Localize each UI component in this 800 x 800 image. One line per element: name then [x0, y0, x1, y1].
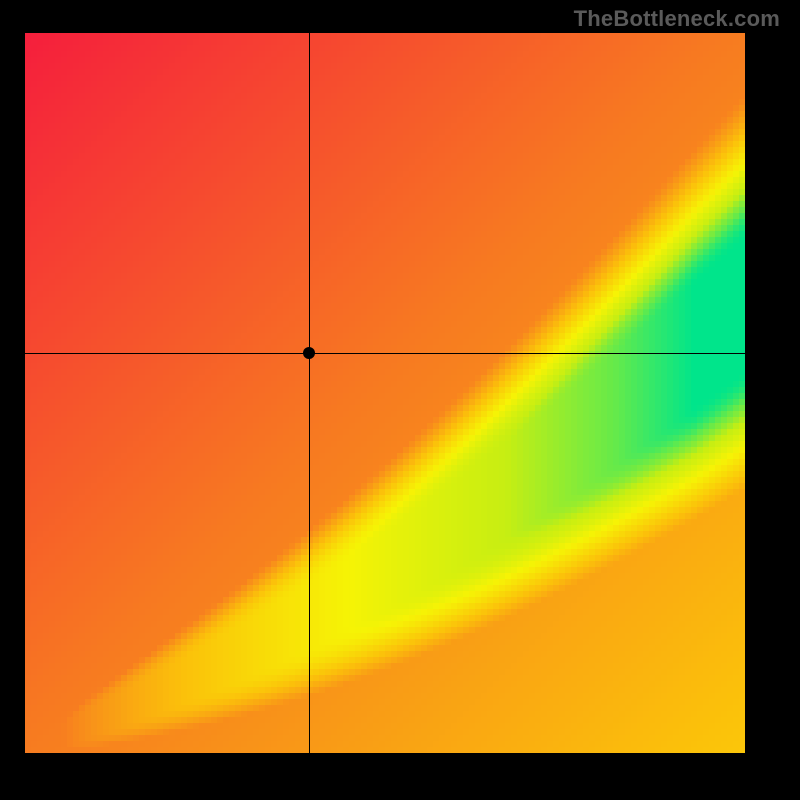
heatmap-canvas — [25, 33, 745, 753]
data-point — [303, 347, 315, 359]
plot-area — [25, 33, 745, 753]
watermark-text: TheBottleneck.com — [574, 6, 780, 32]
chart-container: TheBottleneck.com — [0, 0, 800, 800]
crosshair-horizontal — [25, 353, 745, 354]
crosshair-vertical — [309, 33, 310, 753]
